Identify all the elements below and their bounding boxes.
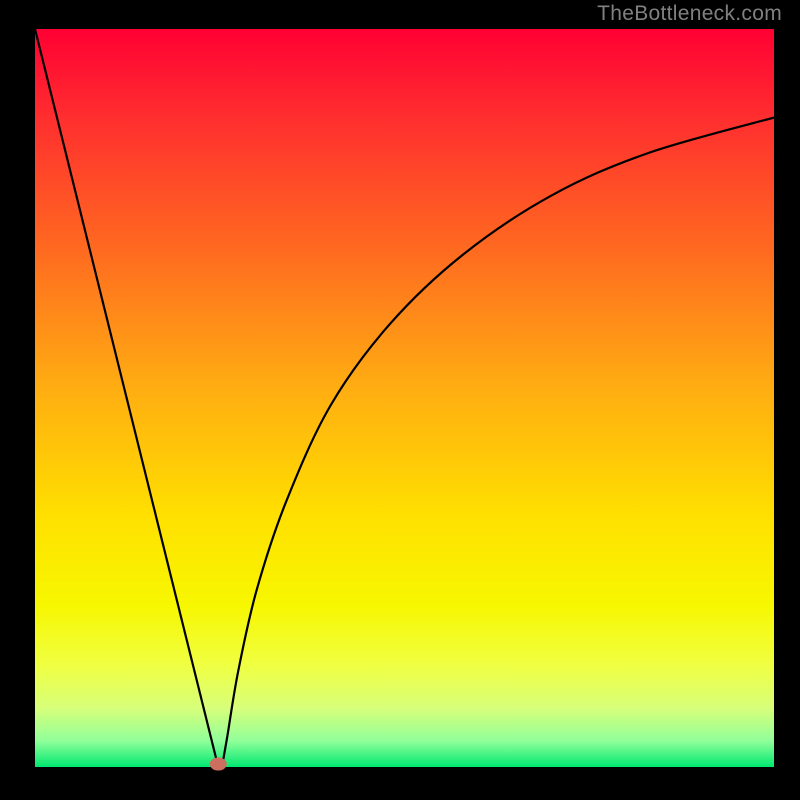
curve-right-branch (222, 118, 774, 767)
bottleneck-curve (35, 29, 774, 767)
minimum-marker (210, 758, 226, 770)
curve-left-branch (35, 29, 218, 767)
chart-stage: TheBottleneck.com (0, 0, 800, 800)
watermark-text: TheBottleneck.com (597, 2, 782, 26)
